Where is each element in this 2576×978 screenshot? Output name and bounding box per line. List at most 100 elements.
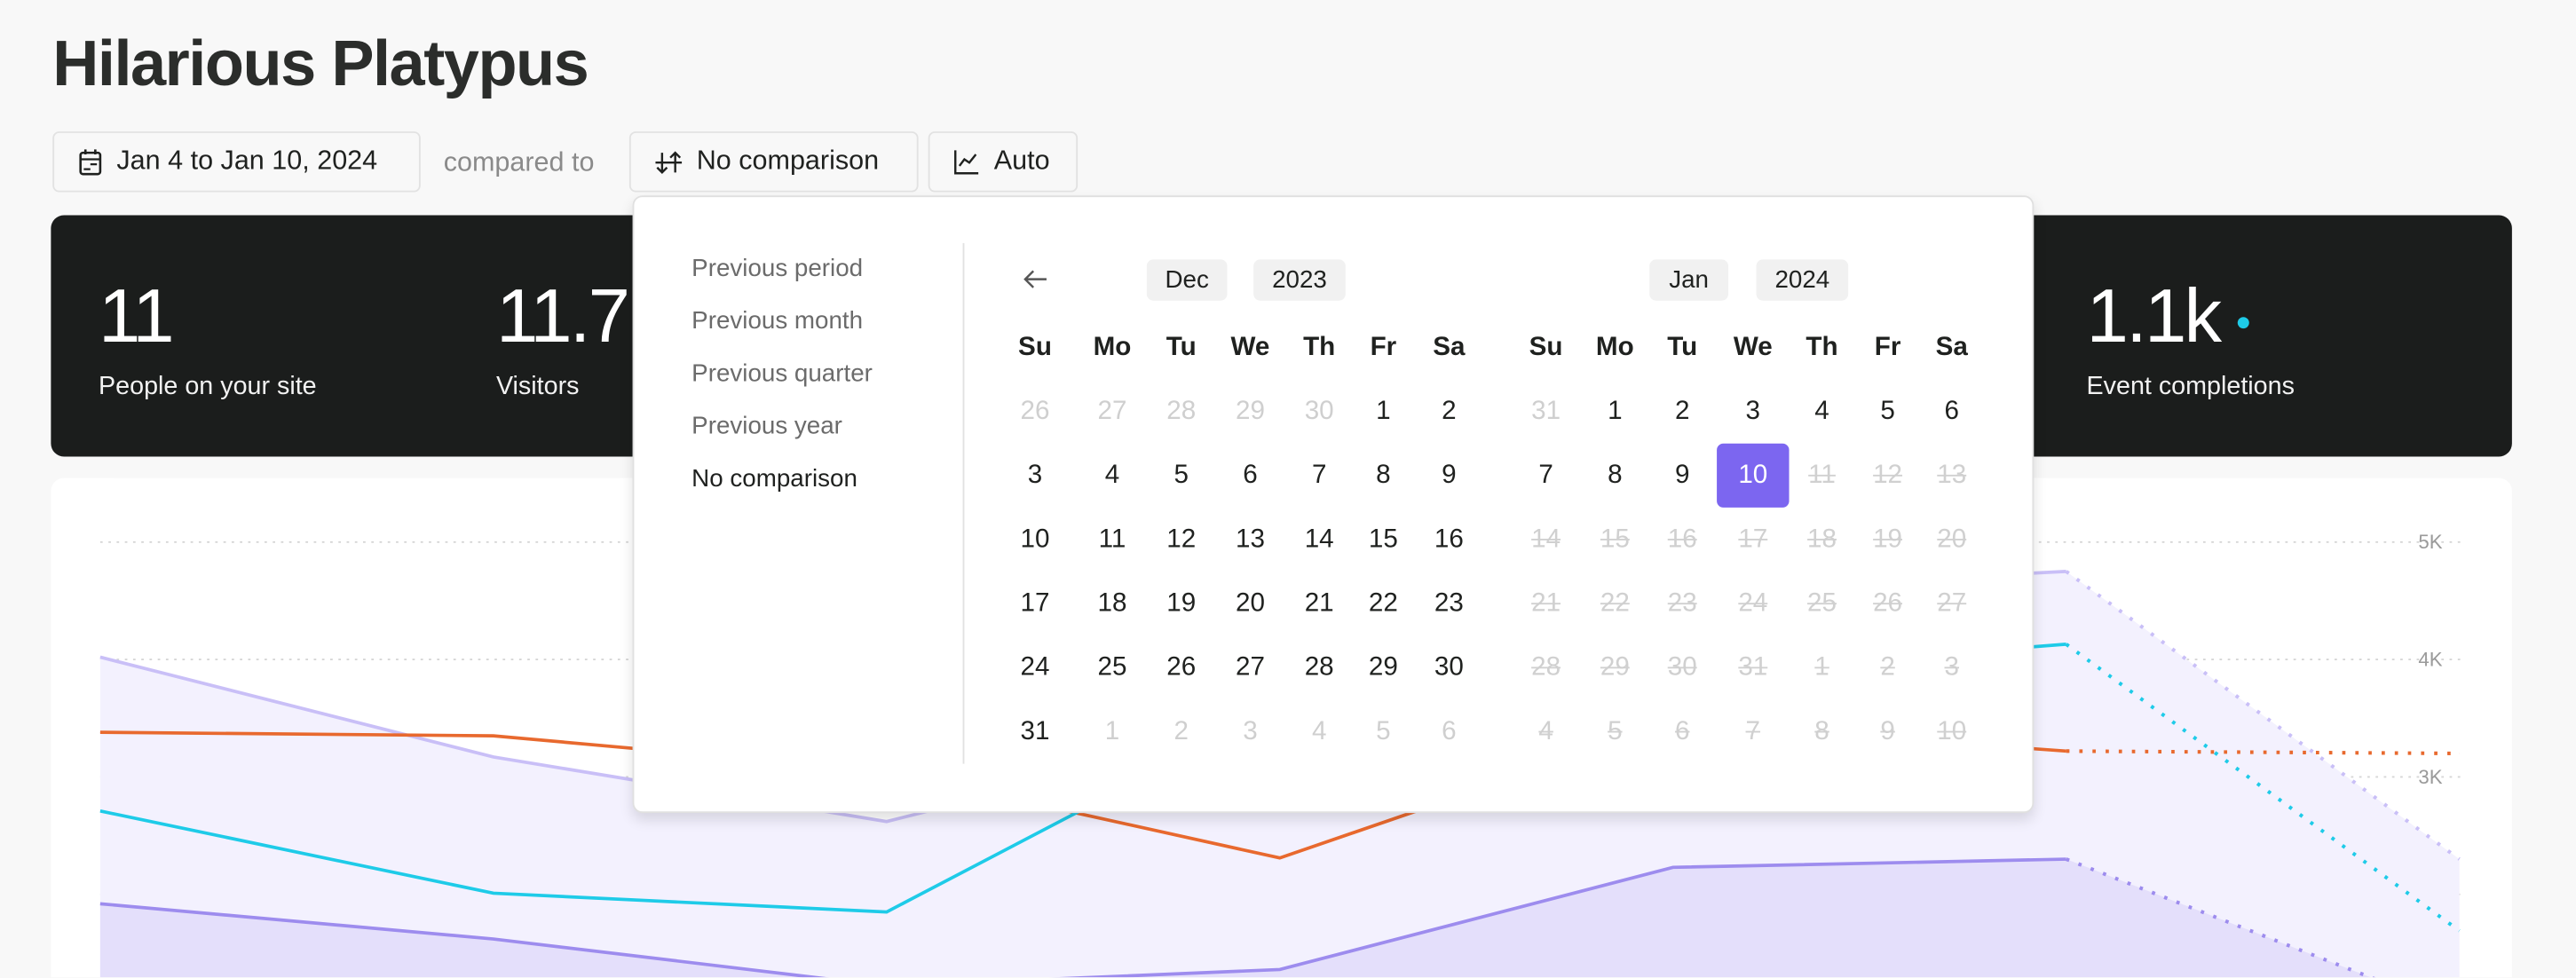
series-line bbox=[99, 857, 2066, 978]
day-cell[interactable]: 25 bbox=[1097, 652, 1127, 682]
day-cell[interactable]: 5 bbox=[1173, 461, 1189, 489]
comparison-button[interactable]: No comparison bbox=[628, 131, 919, 193]
weekday-header: Tu bbox=[1166, 332, 1197, 361]
day-cell[interactable]: 27 bbox=[1097, 396, 1127, 425]
day-cell[interactable]: 29 bbox=[1368, 652, 1398, 682]
year-select-2023[interactable]: 2023 bbox=[1253, 259, 1346, 301]
series-line-incomplete bbox=[2065, 857, 2376, 978]
day-cell[interactable]: 14 bbox=[1304, 524, 1334, 553]
day-cell[interactable]: 3 bbox=[1243, 716, 1258, 745]
day-cell: 14 bbox=[1531, 524, 1561, 553]
day-cell: 27 bbox=[1937, 588, 1967, 617]
year-select-2024[interactable]: 2024 bbox=[1756, 259, 1849, 301]
comparison-option[interactable]: Previous period bbox=[691, 254, 864, 283]
day-cell[interactable]: 5 bbox=[1880, 396, 1895, 425]
day-cell[interactable]: 19 bbox=[1166, 588, 1197, 617]
day-cell[interactable]: 2 bbox=[1173, 716, 1189, 745]
weekday-header: Fr bbox=[1874, 332, 1901, 361]
day-cell[interactable]: 22 bbox=[1368, 588, 1398, 617]
day-cell[interactable]: 16 bbox=[1434, 524, 1464, 553]
day-cell[interactable]: 4 bbox=[1311, 716, 1327, 745]
day-cell[interactable]: 18 bbox=[1097, 588, 1127, 617]
day-cell: 9 bbox=[1880, 716, 1895, 745]
day-cell[interactable]: 6 bbox=[1442, 716, 1457, 745]
day-cell: 17 bbox=[1738, 524, 1768, 553]
day-cell: 10 bbox=[1937, 716, 1967, 745]
day-cell: 19 bbox=[1873, 524, 1903, 553]
weekday-header: We bbox=[1733, 332, 1773, 361]
day-cell[interactable]: 1 bbox=[1608, 396, 1623, 425]
date-range-label: Jan 4 to Jan 10, 2024 bbox=[116, 146, 378, 177]
day-cell[interactable]: 15 bbox=[1368, 524, 1398, 553]
day-cell[interactable]: 6 bbox=[1243, 461, 1258, 489]
day-cell[interactable]: 4 bbox=[1104, 461, 1120, 489]
comparison-label: No comparison bbox=[696, 146, 880, 177]
day-cell: 13 bbox=[1937, 461, 1967, 489]
calendar-icon bbox=[79, 149, 102, 176]
day-cell[interactable]: 5 bbox=[1376, 716, 1391, 745]
day-cell[interactable]: 23 bbox=[1434, 588, 1464, 617]
day-cell[interactable]: 17 bbox=[1020, 588, 1050, 617]
day-cell[interactable]: 26 bbox=[1166, 652, 1197, 682]
day-cell: 2 bbox=[1880, 652, 1895, 682]
weekday-header: Th bbox=[1303, 332, 1336, 361]
day-cell[interactable]: 1 bbox=[1376, 396, 1391, 425]
comparison-option[interactable]: Previous month bbox=[691, 307, 864, 335]
divider bbox=[962, 242, 965, 764]
day-cell[interactable]: 8 bbox=[1376, 461, 1391, 489]
day-cell[interactable]: 3 bbox=[1745, 396, 1761, 425]
series-line-incomplete bbox=[2065, 570, 2461, 861]
day-cell[interactable]: 8 bbox=[1608, 461, 1623, 489]
day-cell[interactable]: 7 bbox=[1311, 461, 1327, 489]
day-cell[interactable]: 21 bbox=[1304, 588, 1334, 617]
day-cell[interactable]: 7 bbox=[1538, 461, 1553, 489]
day-cell[interactable]: 13 bbox=[1235, 524, 1265, 553]
day-cell[interactable]: 31 bbox=[1020, 716, 1050, 745]
stat-people-on-site[interactable]: 11 People on your site bbox=[99, 278, 317, 403]
stat-event-completions[interactable]: 1.1k Event completions bbox=[2087, 278, 2295, 403]
y-tick-label: 5K bbox=[2418, 531, 2442, 553]
day-cell[interactable]: 3 bbox=[1027, 461, 1043, 489]
weekday-header: Su bbox=[1018, 332, 1052, 361]
day-cell[interactable]: 9 bbox=[1442, 461, 1457, 489]
date-range-button[interactable]: Jan 4 to Jan 10, 2024 bbox=[52, 131, 421, 193]
day-cell[interactable]: 10 bbox=[1020, 524, 1050, 553]
day-cell: 1 bbox=[1814, 652, 1829, 682]
day-cell[interactable]: 26 bbox=[1020, 396, 1050, 425]
weekday-header: Tu bbox=[1667, 332, 1698, 361]
interval-button[interactable]: Auto bbox=[928, 131, 1079, 193]
day-cell[interactable]: 24 bbox=[1020, 652, 1050, 682]
day-cell[interactable]: 12 bbox=[1166, 524, 1197, 553]
day-cell[interactable]: 4 bbox=[1814, 396, 1829, 425]
day-cell[interactable]: 30 bbox=[1434, 652, 1464, 682]
day-cell[interactable]: 1 bbox=[1104, 716, 1120, 745]
day-cell: 30 bbox=[1667, 652, 1697, 682]
series-color-dot bbox=[2237, 317, 2249, 329]
day-cell[interactable]: 28 bbox=[1304, 652, 1334, 682]
weekday-header: Sa bbox=[1433, 332, 1466, 361]
day-cell[interactable]: 31 bbox=[1531, 396, 1561, 425]
comparison-option[interactable]: No comparison bbox=[691, 464, 857, 493]
day-cell[interactable]: 28 bbox=[1166, 396, 1197, 425]
comparison-option[interactable]: Previous year bbox=[691, 412, 842, 441]
day-cell: 16 bbox=[1667, 524, 1697, 553]
day-cell[interactable]: 30 bbox=[1304, 396, 1334, 425]
day-cell[interactable]: 9 bbox=[1674, 461, 1690, 489]
day-cell-selected[interactable]: 10 bbox=[1717, 443, 1790, 508]
day-cell[interactable]: 2 bbox=[1442, 396, 1457, 425]
day-cell[interactable]: 20 bbox=[1235, 588, 1265, 617]
day-cell[interactable]: 2 bbox=[1674, 396, 1690, 425]
day-cell[interactable]: 27 bbox=[1235, 652, 1265, 682]
day-cell[interactable]: 6 bbox=[1944, 396, 1959, 425]
day-cell[interactable]: 29 bbox=[1235, 396, 1265, 425]
day-cell: 29 bbox=[1600, 652, 1630, 682]
arrow-left-icon[interactable] bbox=[1022, 266, 1048, 293]
y-tick-label: 3K bbox=[2418, 766, 2442, 788]
day-cell: 7 bbox=[1745, 716, 1761, 745]
month-select-jan[interactable]: Jan bbox=[1649, 259, 1729, 301]
day-cell[interactable]: 11 bbox=[1098, 524, 1126, 553]
comparison-option[interactable]: Previous quarter bbox=[691, 359, 873, 388]
day-cell: 28 bbox=[1531, 652, 1561, 682]
month-select-dec[interactable]: Dec bbox=[1146, 259, 1228, 301]
